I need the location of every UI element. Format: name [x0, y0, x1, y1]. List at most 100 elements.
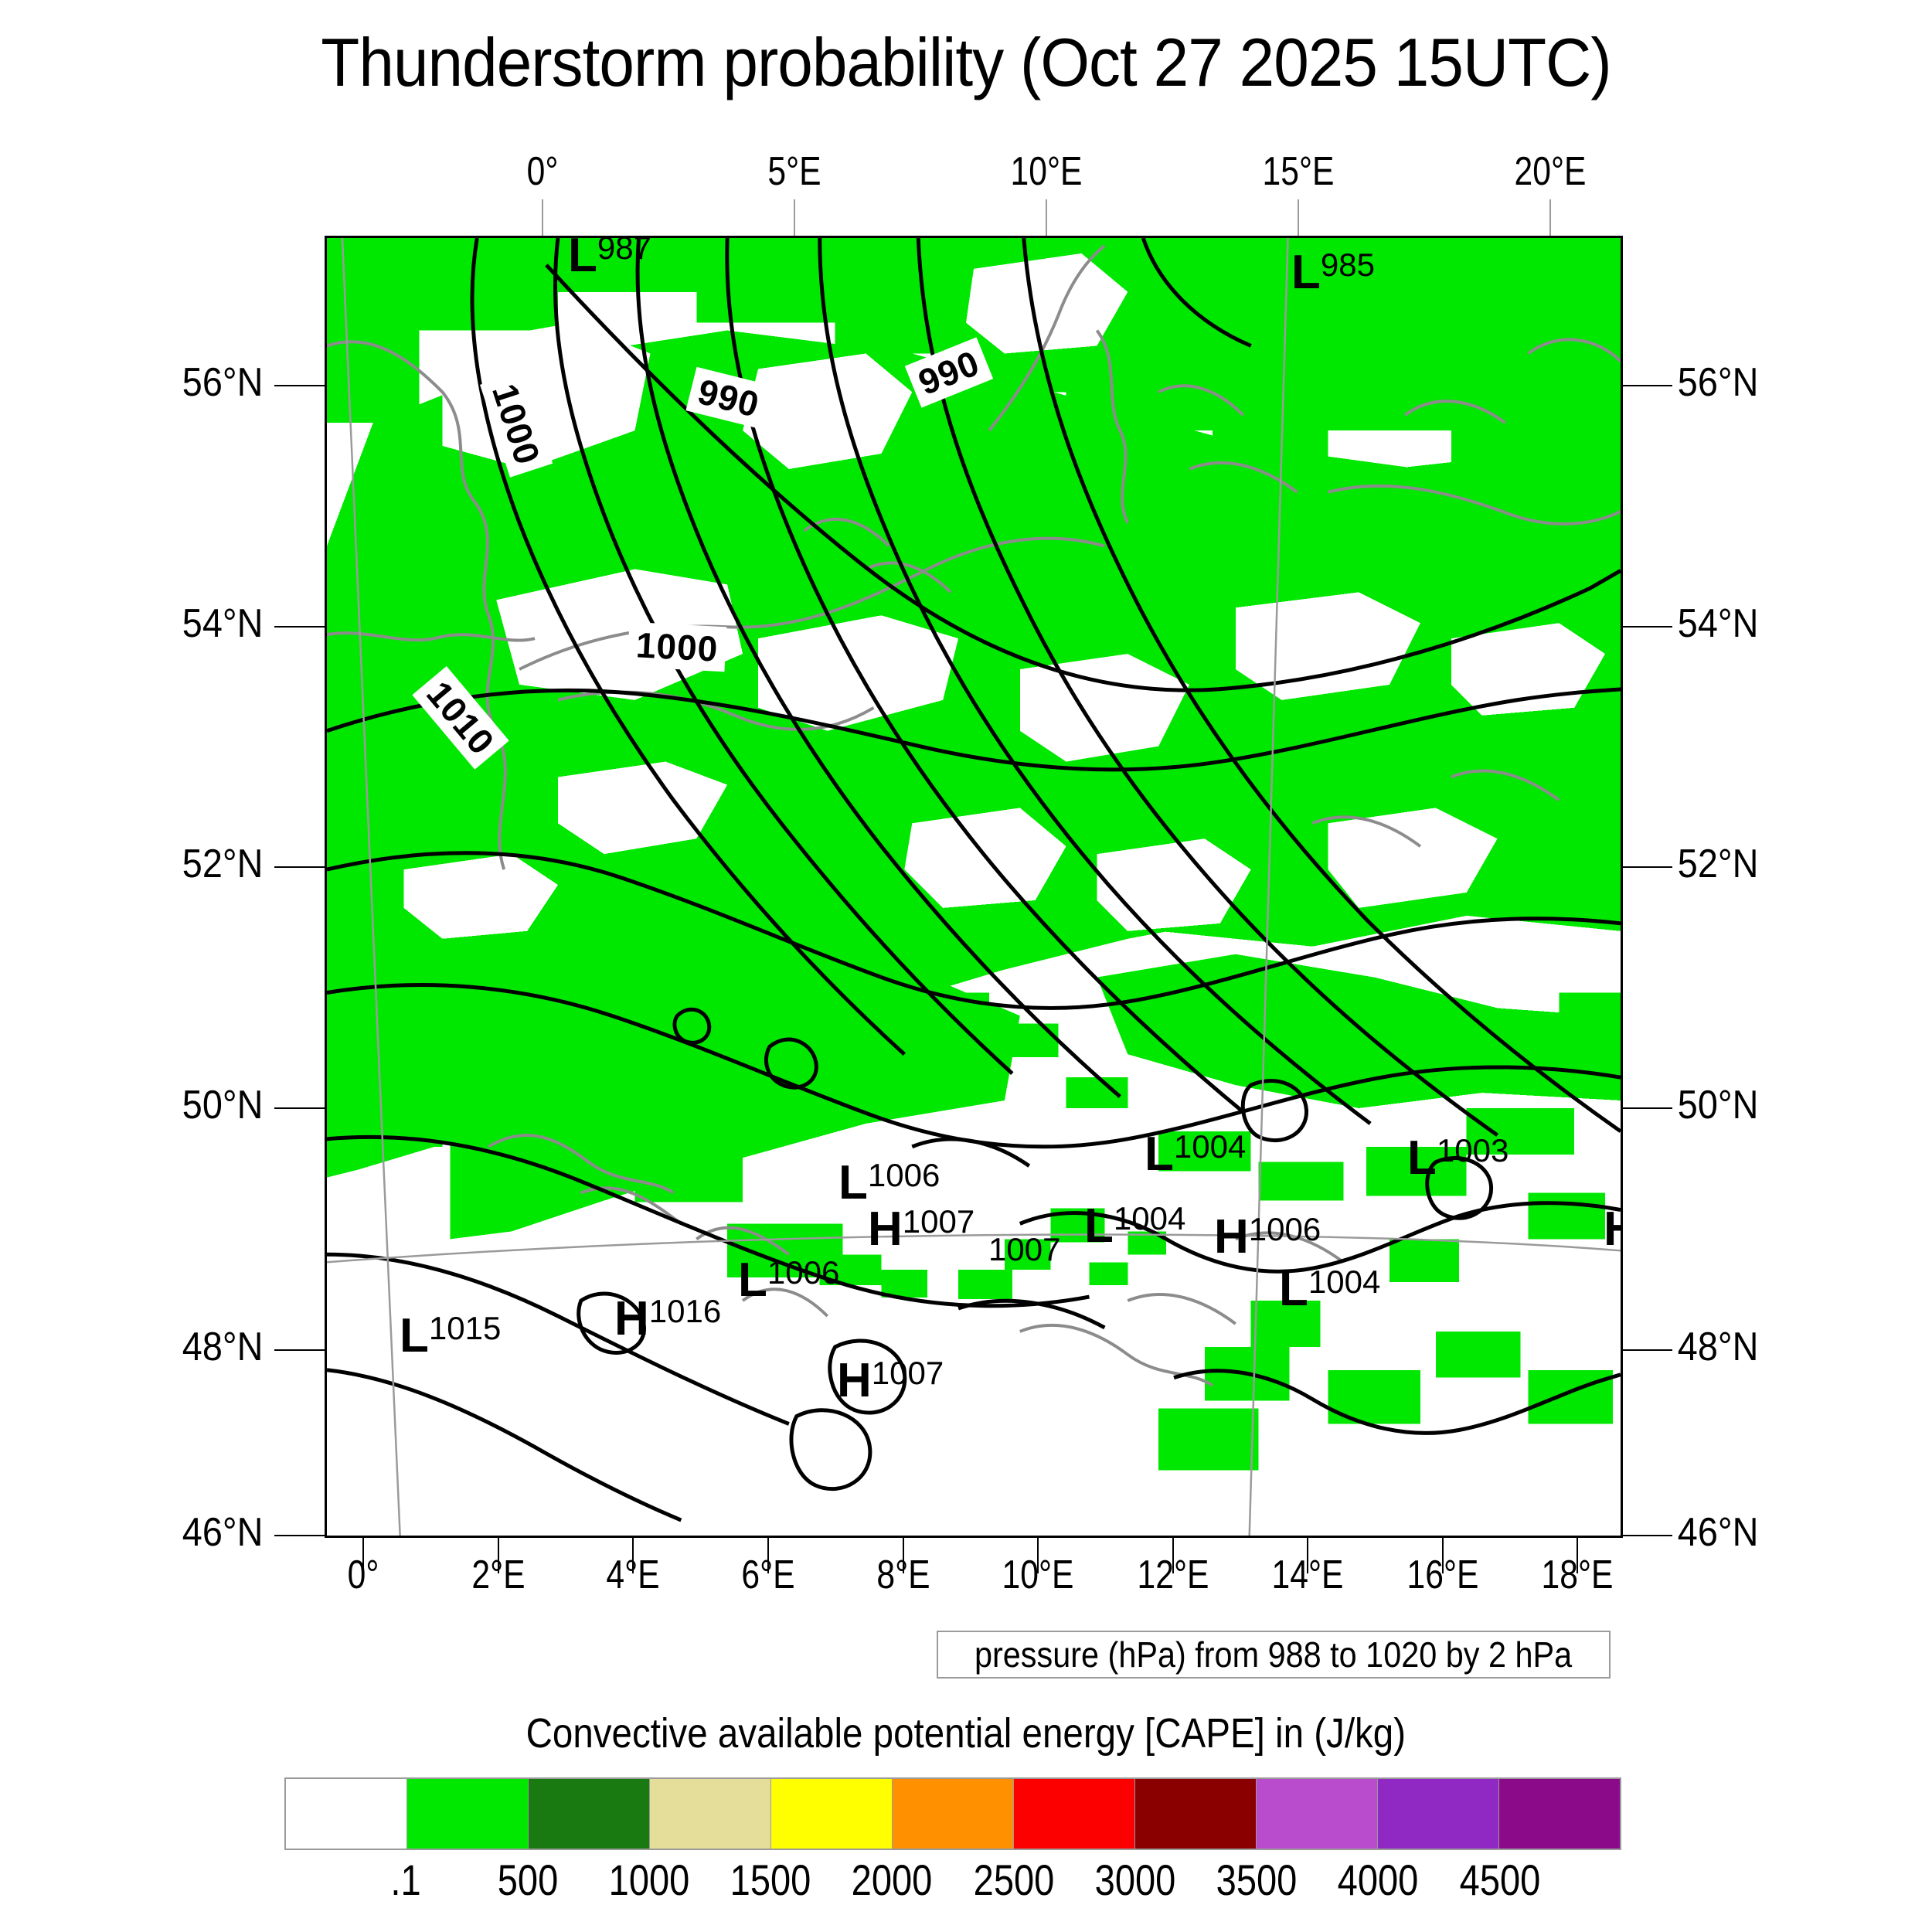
colorbar-tick-5: 2500	[973, 1855, 1054, 1904]
pressure-marker-value: 1007	[871, 1355, 944, 1391]
colorbar-tick-0: .1	[390, 1855, 421, 1904]
left-axis-tick-3: 50°N	[182, 1082, 264, 1128]
pressure-legend-text: pressure (hPa) from 988 to 1020 by 2 hPa	[975, 1634, 1573, 1675]
pressure-marker-kind: L	[838, 1156, 868, 1209]
map-canvas	[327, 238, 1621, 1536]
colorbar-cell-7[interactable]	[1135, 1779, 1257, 1849]
right-axis-tick-mark-3	[1621, 1107, 1672, 1109]
colorbar-cell-0[interactable]	[286, 1779, 407, 1849]
right-axis-tick-2: 52°N	[1677, 842, 1759, 887]
top-axis-tick-1: 5°E	[767, 149, 821, 194]
pressure-marker-kind: L	[1279, 1263, 1308, 1316]
colorbar-tick-4: 2000	[852, 1855, 933, 1904]
pressure-marker-H-edge: H	[1604, 1206, 1621, 1253]
colorbar-cell-10[interactable]	[1499, 1779, 1620, 1849]
pressure-marker-kind: H	[614, 1292, 649, 1345]
page-title: Thunderstorm probability (Oct 27 2025 15…	[321, 24, 1611, 100]
colorbar-cell-3[interactable]	[650, 1779, 771, 1849]
pressure-marker-value: 1004	[1308, 1264, 1381, 1300]
left-axis-tick-mark-1	[274, 625, 327, 628]
map-plot-area[interactable]: 1000 990 990 1000 1010 L987 L985 L1004 L…	[325, 236, 1623, 1538]
pressure-marker-value: 1006	[767, 1254, 840, 1291]
bottom-axis-tick-mark-4	[902, 1538, 904, 1573]
pressure-marker-value: 1016	[648, 1293, 722, 1329]
bottom-axis-tick-mark-9	[1577, 1538, 1579, 1573]
pressure-marker-kind: L	[738, 1253, 767, 1307]
top-axis-tick-4: 20°E	[1514, 149, 1587, 194]
pressure-marker-kind: L	[1407, 1131, 1437, 1185]
left-axis-tick-mark-5	[274, 1534, 327, 1536]
bottom-axis-tick-mark-7	[1307, 1538, 1309, 1573]
pressure-marker-kind: H	[1604, 1202, 1621, 1256]
pressure-marker-L1004-southeast: L1004	[1279, 1266, 1380, 1314]
right-axis-tick-3: 50°N	[1677, 1082, 1759, 1128]
pressure-marker-L1006-south: L1006	[738, 1257, 839, 1304]
cape-shading	[327, 238, 1621, 1471]
pressure-marker-L1004-south: L1004	[1084, 1202, 1185, 1250]
contour-label-1000-central: 1000	[627, 621, 727, 672]
left-axis-tick-4: 48°N	[182, 1325, 264, 1370]
pressure-marker-kind: L	[1291, 246, 1321, 299]
colorbar-tick-2: 1000	[608, 1855, 690, 1904]
top-axis-tick-mark-0	[542, 199, 544, 236]
left-axis-tick-2: 52°N	[182, 842, 264, 887]
pressure-marker-L1006-west: L1006	[838, 1159, 940, 1207]
colorbar-tick-8: 4000	[1338, 1855, 1419, 1904]
pressure-marker-1007-dot: 1007	[988, 1233, 1060, 1266]
top-axis-tick-mark-1	[794, 199, 796, 236]
cape-colorbar-labels: .1 500 1000 1500 2000 2500 3000 3500 4000 4500	[284, 1855, 1621, 1909]
pressure-marker-value: 1007	[988, 1231, 1061, 1267]
cape-colorbar[interactable]	[284, 1777, 1621, 1850]
pressure-marker-kind: L	[568, 236, 597, 282]
top-axis-tick-mark-3	[1298, 199, 1299, 236]
colorbar-cell-8[interactable]	[1257, 1779, 1378, 1849]
right-axis-tick-4: 48°N	[1677, 1325, 1759, 1370]
pressure-marker-kind: H	[868, 1202, 903, 1256]
pressure-marker-H1007-west: H1007	[868, 1206, 975, 1253]
colorbar-cell-4[interactable]	[771, 1779, 893, 1849]
pressure-marker-value: 1004	[1113, 1200, 1186, 1236]
right-axis-tick-mark-2	[1621, 866, 1672, 869]
colorbar-cell-6[interactable]	[1014, 1779, 1135, 1849]
pressure-marker-value: 987	[597, 236, 651, 266]
pressure-marker-H1006: H1006	[1214, 1213, 1321, 1261]
pressure-marker-value: 1006	[1248, 1211, 1321, 1247]
right-axis-tick-mark-1	[1621, 625, 1672, 628]
top-axis-tick-0: 0°	[526, 149, 559, 194]
top-axis-tick-mark-4	[1549, 199, 1551, 236]
colorbar-cell-5[interactable]	[893, 1779, 1014, 1849]
left-axis-tick-0: 56°N	[182, 359, 264, 405]
bottom-axis-tick-mark-2	[632, 1538, 634, 1573]
colorbar-cell-2[interactable]	[529, 1779, 650, 1849]
pressure-marker-H1016: H1016	[614, 1295, 721, 1343]
bottom-axis-tick-mark-6	[1172, 1538, 1174, 1573]
pressure-marker-kind: H	[837, 1354, 872, 1407]
pressure-marker-L1015: L1015	[400, 1312, 501, 1360]
pressure-marker-L985: L985	[1291, 249, 1375, 297]
pressure-marker-value: 985	[1320, 247, 1375, 283]
right-axis-tick-1: 54°N	[1677, 600, 1759, 646]
pressure-marker-value: 1004	[1173, 1128, 1247, 1165]
pressure-marker-value: 1006	[867, 1157, 940, 1193]
colorbar-tick-7: 3500	[1216, 1855, 1298, 1904]
pressure-marker-L1003: L1003	[1407, 1134, 1509, 1182]
right-axis-tick-mark-0	[1621, 384, 1672, 386]
pressure-marker-value: 1007	[902, 1203, 975, 1240]
pressure-marker-kind: L	[1145, 1128, 1174, 1181]
pressure-marker-kind: H	[1214, 1210, 1249, 1264]
colorbar-tick-3: 1500	[730, 1855, 811, 1904]
pressure-marker-L987: L987	[568, 236, 651, 282]
colorbar-cell-1[interactable]	[407, 1779, 529, 1849]
pressure-marker-H1007-south: H1007	[837, 1357, 944, 1405]
bottom-axis-tick-mark-5	[1037, 1538, 1039, 1573]
colorbar-caption: Convective available potential energy [C…	[0, 1709, 1932, 1757]
right-axis-tick-mark-5	[1621, 1534, 1672, 1536]
left-axis-tick-mark-2	[274, 866, 327, 869]
bottom-axis-tick-mark-3	[767, 1538, 769, 1573]
left-axis-tick-mark-4	[274, 1349, 327, 1352]
pressure-marker-value: 1003	[1436, 1132, 1509, 1168]
pressure-marker-value: 1015	[428, 1310, 502, 1346]
bottom-axis-tick-mark-1	[497, 1538, 499, 1573]
colorbar-cell-9[interactable]	[1378, 1779, 1499, 1849]
